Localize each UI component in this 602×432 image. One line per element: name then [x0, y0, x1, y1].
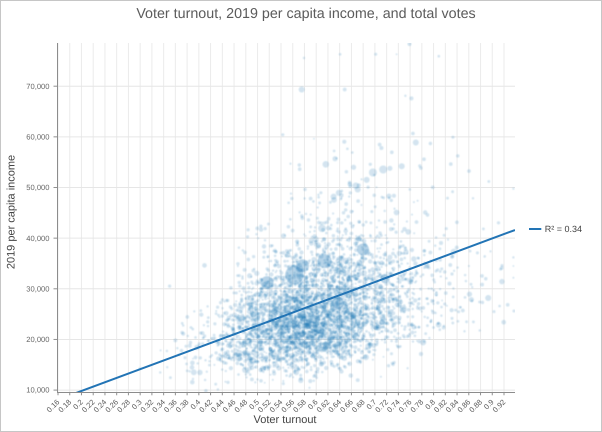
svg-text:10,000: 10,000 — [26, 386, 49, 395]
svg-text:0.92: 0.92 — [491, 398, 508, 415]
svg-text:R² = 0.34: R² = 0.34 — [545, 224, 582, 234]
svg-text:2019 per capita income: 2019 per capita income — [6, 155, 18, 269]
svg-text:0.18: 0.18 — [56, 398, 73, 415]
svg-text:0.38: 0.38 — [174, 398, 191, 415]
svg-text:0.48: 0.48 — [233, 398, 250, 415]
svg-text:Voter turnout, 2019 per capita: Voter turnout, 2019 per capita income, a… — [136, 6, 475, 22]
svg-text:50,000: 50,000 — [26, 183, 49, 192]
svg-text:70,000: 70,000 — [26, 82, 49, 91]
svg-text:40,000: 40,000 — [26, 234, 49, 243]
svg-text:0.88: 0.88 — [467, 398, 484, 415]
svg-text:Voter turnout: Voter turnout — [254, 414, 317, 426]
svg-text:0.78: 0.78 — [409, 398, 426, 415]
svg-text:0.28: 0.28 — [115, 398, 132, 415]
svg-text:20,000: 20,000 — [26, 335, 49, 344]
svg-text:0.58: 0.58 — [291, 398, 308, 415]
svg-text:30,000: 30,000 — [26, 284, 49, 293]
svg-text:0.68: 0.68 — [350, 398, 367, 415]
svg-text:60,000: 60,000 — [26, 132, 49, 141]
